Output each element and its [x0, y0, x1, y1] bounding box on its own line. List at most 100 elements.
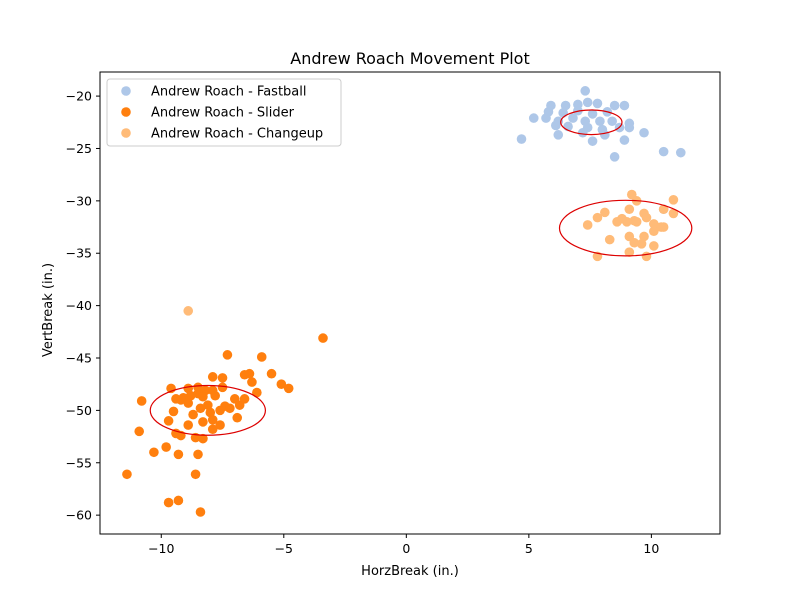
x-axis-title: HorzBreak (in.) — [361, 564, 459, 579]
data-point — [207, 415, 218, 425]
data-point — [185, 390, 196, 401]
series-2 — [122, 333, 328, 517]
data-point — [587, 109, 598, 119]
data-point — [210, 390, 220, 401]
legend-label: Andrew Roach - Slider — [151, 106, 295, 121]
data-point — [568, 113, 578, 123]
plot-area-frame — [99, 71, 721, 535]
data-point — [266, 368, 277, 379]
data-point — [624, 204, 635, 215]
data-point — [649, 241, 659, 251]
data-point — [675, 147, 686, 158]
y-tick-label: −40 — [66, 298, 92, 313]
data-point — [136, 396, 147, 406]
data-point — [232, 412, 243, 423]
data-point — [553, 130, 564, 140]
data-point — [176, 395, 186, 405]
data-point — [551, 120, 561, 131]
data-point — [205, 407, 216, 418]
data-point — [587, 136, 598, 146]
confidence-ellipse-3 — [558, 199, 693, 257]
x-tick-label: 10 — [643, 541, 659, 556]
data-point — [560, 100, 571, 111]
data-point — [592, 212, 603, 223]
data-point — [641, 251, 652, 262]
confidence-ellipse-2 — [149, 384, 267, 436]
data-point — [636, 239, 647, 249]
chart-title: Andrew Roach Movement Plot — [290, 49, 530, 68]
data-point — [161, 442, 171, 452]
data-point — [198, 433, 208, 444]
plot-marks — [122, 86, 693, 517]
data-point — [217, 382, 228, 393]
data-point — [207, 372, 218, 382]
y-tick-label: −25 — [66, 141, 92, 156]
data-point — [619, 135, 630, 145]
data-point — [622, 217, 632, 227]
data-point — [582, 97, 593, 108]
data-point — [188, 409, 198, 420]
data-point — [577, 127, 588, 138]
data-point — [595, 116, 605, 127]
data-point — [658, 222, 669, 232]
confidence-ellipse-1 — [560, 109, 623, 136]
data-point — [318, 333, 328, 343]
data-point — [163, 416, 174, 426]
data-point — [247, 377, 257, 387]
data-point — [612, 217, 622, 227]
data-point — [203, 400, 213, 410]
data-point — [624, 122, 635, 133]
legend-marker — [121, 86, 131, 96]
data-point — [658, 204, 669, 215]
data-point — [582, 220, 593, 230]
y-tick-label: −30 — [66, 193, 92, 208]
legend-marker — [121, 128, 131, 138]
data-point — [244, 368, 255, 379]
data-point — [600, 130, 610, 140]
data-point — [173, 449, 184, 460]
data-point — [198, 417, 208, 427]
data-point — [190, 469, 201, 480]
y-tick-label: −50 — [66, 403, 92, 418]
data-point — [516, 134, 527, 144]
data-point — [600, 207, 610, 218]
legend-label: Andrew Roach - Changeup — [151, 127, 323, 142]
data-point — [183, 306, 194, 316]
data-point — [668, 195, 679, 205]
data-point — [222, 350, 233, 360]
y-tick-label: −35 — [66, 246, 92, 261]
y-tick-label: −55 — [66, 455, 92, 470]
x-tick-label: −5 — [275, 541, 293, 556]
legend: Andrew Roach - Fastball Andrew Roach - Sl… — [106, 78, 342, 147]
data-point — [641, 212, 652, 223]
y-tick-label: −20 — [66, 89, 92, 104]
data-point — [592, 98, 603, 109]
data-point — [215, 405, 225, 416]
data-point — [149, 447, 159, 458]
data-point — [604, 234, 615, 245]
y-tick-label: −60 — [66, 508, 92, 523]
data-point — [607, 116, 617, 127]
data-point — [649, 226, 659, 237]
data-point — [631, 217, 642, 227]
y-tick-label: −45 — [66, 351, 92, 366]
legend-label: Andrew Roach - Fastball — [151, 85, 306, 100]
data-point — [195, 507, 206, 517]
data-point — [658, 146, 669, 157]
x-tick-label: −10 — [148, 541, 174, 556]
data-point — [252, 387, 262, 398]
data-point — [215, 420, 225, 430]
data-point — [619, 100, 630, 111]
data-point — [256, 352, 267, 362]
data-point — [609, 100, 620, 111]
series-3 — [183, 189, 679, 316]
data-point — [239, 394, 250, 404]
data-point — [541, 113, 551, 123]
data-point — [195, 403, 206, 414]
x-tick-label: 5 — [525, 541, 533, 556]
data-point — [629, 237, 640, 248]
data-point — [639, 231, 649, 242]
data-point — [183, 420, 194, 430]
data-point — [198, 391, 208, 402]
